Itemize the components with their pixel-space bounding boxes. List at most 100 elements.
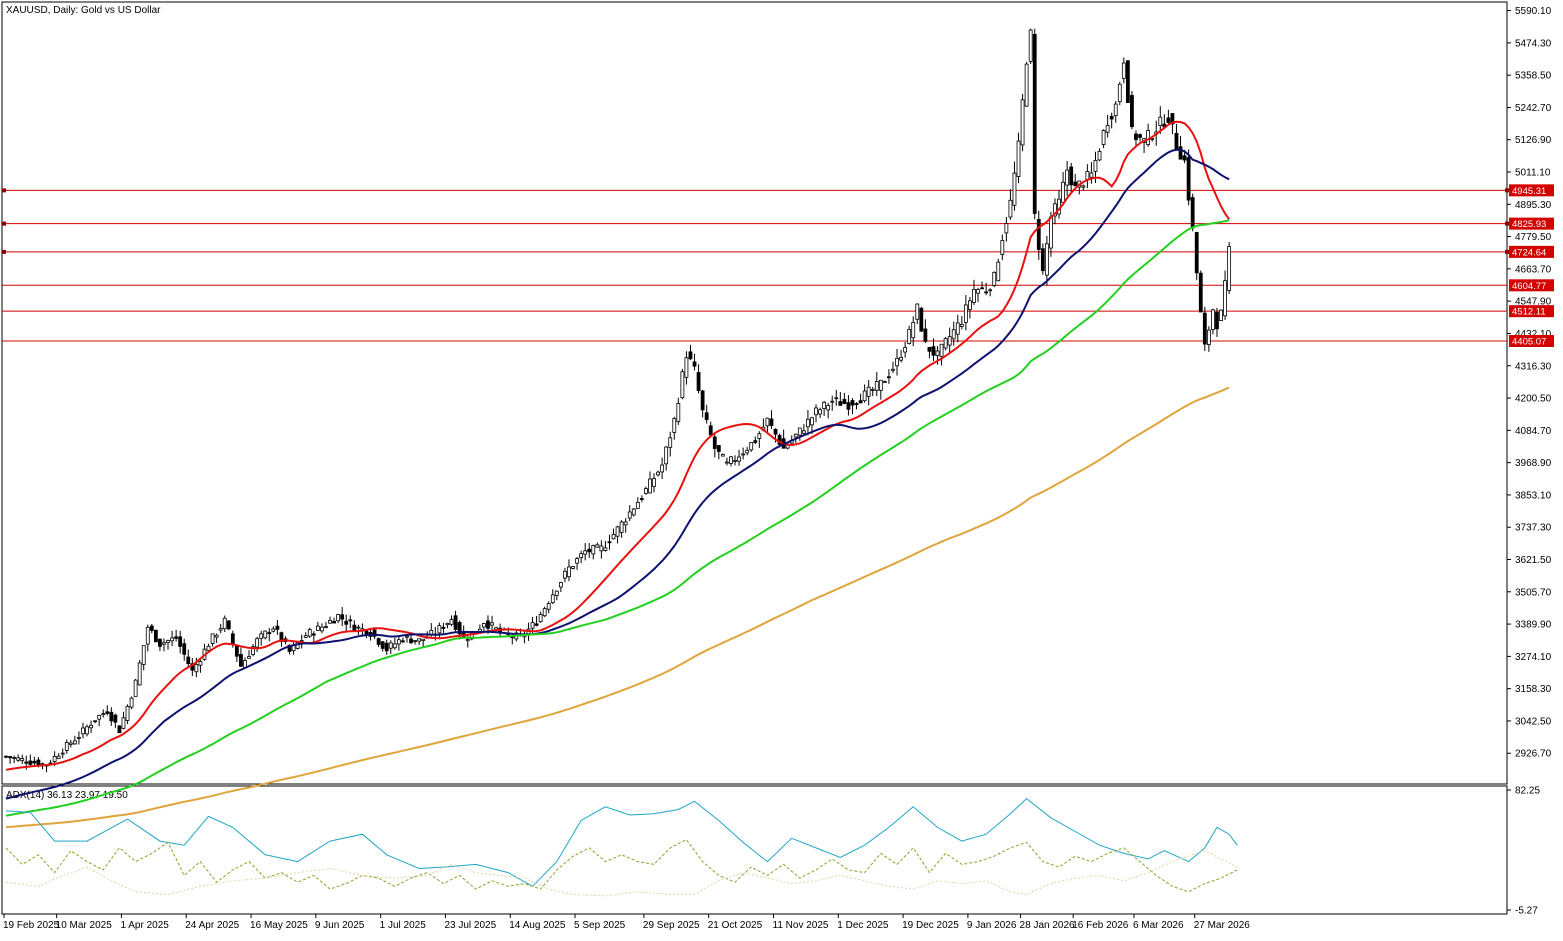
- level-tag: 4405.07: [1509, 334, 1554, 347]
- x-tick-label: 1 Dec 2025: [837, 920, 889, 931]
- candle-body: [854, 403, 859, 406]
- candle-body: [542, 608, 547, 617]
- candle-body: [324, 625, 328, 628]
- candle-body: [1105, 124, 1110, 133]
- candle-body: [563, 570, 567, 579]
- candle-body: [567, 566, 571, 578]
- candle-body: [259, 633, 264, 639]
- candle-body: [234, 645, 239, 657]
- candle-body: [850, 400, 855, 406]
- ma-line-ma-20: [5, 120, 1230, 771]
- candle-body: [1219, 309, 1223, 321]
- candle-body: [1061, 181, 1065, 204]
- candle-body: [251, 646, 255, 655]
- level-tag-bg: [1509, 334, 1554, 347]
- candle-body: [1182, 155, 1187, 161]
- candle-body: [396, 639, 401, 645]
- candle-body: [1121, 62, 1126, 79]
- candle-body: [206, 645, 211, 651]
- candle-body: [4, 755, 8, 758]
- candle-body: [996, 261, 1001, 282]
- candle-body: [348, 619, 353, 622]
- level-tag-label: 4604.77: [1512, 281, 1546, 292]
- candle-body: [28, 760, 33, 765]
- candle-body: [194, 664, 199, 673]
- candle-body: [490, 622, 494, 626]
- level-tag-label: 4945.31: [1512, 186, 1546, 197]
- candle-body: [968, 300, 972, 310]
- candle-body: [174, 636, 179, 639]
- candle-body: [1215, 312, 1219, 330]
- candle-body: [486, 620, 490, 629]
- ma-line-ma-200: [5, 386, 1230, 829]
- candle-body: [838, 401, 843, 406]
- candle-body: [170, 637, 174, 642]
- candle-body: [652, 478, 656, 487]
- candle-body: [814, 407, 818, 416]
- adx-tick-label: -5.27: [1515, 906, 1538, 917]
- candle-body: [907, 329, 912, 345]
- candle-body: [1170, 113, 1175, 125]
- candle-body: [449, 619, 454, 625]
- candle-body: [56, 755, 61, 759]
- candle-body: [226, 620, 231, 630]
- x-tick-label: 24 Apr 2025: [185, 920, 239, 931]
- ma-line-ma-100: [5, 219, 1230, 817]
- x-tick-label: 29 Sep 2025: [643, 920, 700, 931]
- candle-body: [68, 742, 73, 745]
- adx-title: ADX(14) 36.13 23.97 19.50: [6, 790, 128, 801]
- level-tag: 4604.77: [1509, 279, 1554, 292]
- candle-body: [1178, 146, 1183, 160]
- candle-body: [810, 417, 814, 426]
- candle-body: [899, 357, 903, 361]
- candle-body: [1081, 185, 1086, 188]
- candle-body: [121, 717, 126, 729]
- y-tick-label: 4084.70: [1515, 426, 1552, 437]
- candle-body: [745, 449, 750, 454]
- candle-body: [1166, 117, 1171, 123]
- y-tick-label: 3968.90: [1515, 458, 1552, 469]
- candle-body: [834, 397, 839, 400]
- y-tick-label: 5358.50: [1515, 71, 1552, 82]
- y-tick-label: 5126.90: [1515, 135, 1552, 146]
- candle-body: [409, 638, 413, 644]
- candle-body: [1073, 181, 1078, 187]
- candle-body: [773, 428, 778, 435]
- candle-body: [1008, 199, 1013, 218]
- x-tick-label: 19 Feb 2025: [3, 920, 60, 931]
- candle-body: [1028, 29, 1033, 62]
- candle-body: [137, 662, 142, 686]
- y-tick-label: 4895.30: [1515, 200, 1552, 211]
- chart-frame: [1, 1, 1508, 915]
- candle-body: [793, 433, 798, 438]
- candle-body: [1000, 240, 1005, 255]
- candle-body: [749, 442, 754, 451]
- candle-body: [587, 548, 592, 553]
- candle-body: [198, 661, 203, 666]
- candle-body: [919, 307, 924, 332]
- candle-body: [263, 630, 268, 639]
- y-tick-label: 2926.70: [1515, 749, 1552, 760]
- candle-body: [105, 711, 110, 714]
- candle-body: [1202, 312, 1207, 345]
- candle-body: [149, 625, 154, 631]
- x-tick-label: 27 Mar 2026: [1194, 920, 1251, 931]
- y-tick-label: 4432.10: [1515, 329, 1552, 340]
- candle-body: [947, 336, 952, 346]
- candle-body: [417, 638, 422, 642]
- candle-body: [806, 418, 810, 428]
- candle-body: [222, 617, 227, 630]
- candle-body: [52, 756, 57, 762]
- x-tick-label: 16 May 2025: [250, 920, 308, 931]
- level-anchor-right: [1505, 188, 1509, 193]
- level-tag-label: 4825.93: [1512, 219, 1546, 230]
- candle-body: [1065, 169, 1070, 186]
- candle-body: [356, 626, 361, 629]
- candle-body: [720, 454, 725, 457]
- candle-body: [676, 403, 681, 422]
- candle-body: [603, 547, 608, 551]
- y-tick-label: 5011.10: [1515, 168, 1551, 179]
- y-tick-label: 3042.50: [1515, 716, 1552, 727]
